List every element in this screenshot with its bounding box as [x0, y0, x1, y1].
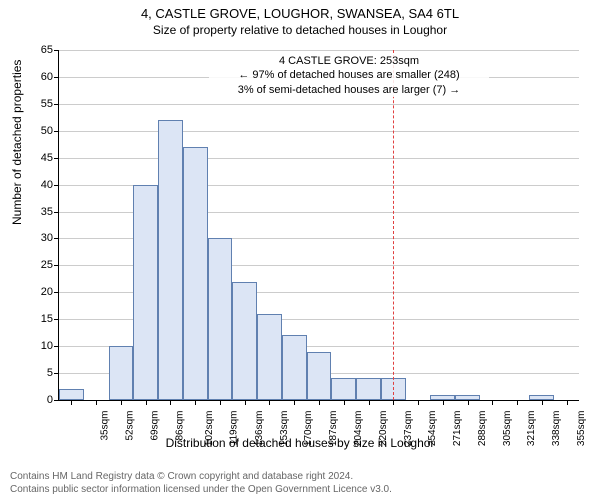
xtick-mark: [71, 400, 72, 405]
ytick-label: 25: [23, 259, 53, 271]
histogram-bar: [158, 120, 183, 400]
ytick-label: 60: [23, 71, 53, 83]
footer-line-1: Contains HM Land Registry data © Crown c…: [10, 470, 392, 483]
xtick-mark: [418, 400, 419, 405]
plot-region: 0510152025303540455055606535sqm52sqm69sq…: [58, 50, 579, 401]
ytick-mark: [54, 104, 59, 105]
ytick-mark: [54, 50, 59, 51]
ytick-label: 50: [23, 125, 53, 137]
gridline: [59, 104, 579, 105]
xtick-mark: [195, 400, 196, 405]
ytick-mark: [54, 185, 59, 186]
xtick-mark: [220, 400, 221, 405]
histogram-bar: [133, 185, 158, 400]
annotation-line: 3% of semi-detached houses are larger (7…: [209, 83, 489, 97]
xtick-mark: [567, 400, 568, 405]
xtick-mark: [319, 400, 320, 405]
xtick-mark: [542, 400, 543, 405]
annotation-line: 4 CASTLE GROVE: 253sqm: [209, 54, 489, 68]
xtick-mark: [369, 400, 370, 405]
annotation-box: 4 CASTLE GROVE: 253sqm← 97% of detached …: [209, 54, 489, 97]
xtick-mark: [121, 400, 122, 405]
annotation-line: ← 97% of detached houses are smaller (24…: [209, 68, 489, 82]
xtick-mark: [170, 400, 171, 405]
gridline: [59, 50, 579, 51]
ytick-mark: [54, 400, 59, 401]
ytick-label: 10: [23, 340, 53, 352]
gridline: [59, 158, 579, 159]
y-axis-label: Number of detached properties: [10, 60, 24, 225]
chart-title: 4, CASTLE GROVE, LOUGHOR, SWANSEA, SA4 6…: [0, 0, 600, 21]
gridline: [59, 131, 579, 132]
ytick-label: 0: [23, 394, 53, 406]
ytick-mark: [54, 238, 59, 239]
xtick-mark: [146, 400, 147, 405]
ytick-mark: [54, 265, 59, 266]
chart-container: 4, CASTLE GROVE, LOUGHOR, SWANSEA, SA4 6…: [0, 0, 600, 500]
histogram-bar: [208, 238, 233, 400]
ytick-mark: [54, 346, 59, 347]
ytick-mark: [54, 77, 59, 78]
histogram-bar: [257, 314, 282, 400]
histogram-bar: [59, 389, 84, 400]
chart-area: 0510152025303540455055606535sqm52sqm69sq…: [58, 50, 578, 400]
ytick-label: 40: [23, 179, 53, 191]
footer-attribution: Contains HM Land Registry data © Crown c…: [10, 470, 392, 496]
xtick-mark: [443, 400, 444, 405]
xtick-mark: [96, 400, 97, 405]
ytick-mark: [54, 131, 59, 132]
histogram-bar: [109, 346, 134, 400]
histogram-bar: [232, 282, 257, 400]
xtick-mark: [468, 400, 469, 405]
ytick-label: 45: [23, 152, 53, 164]
xtick-mark: [269, 400, 270, 405]
xtick-mark: [344, 400, 345, 405]
chart-subtitle: Size of property relative to detached ho…: [0, 21, 600, 37]
ytick-mark: [54, 319, 59, 320]
xtick-mark: [294, 400, 295, 405]
xtick-mark: [492, 400, 493, 405]
histogram-bar: [282, 335, 307, 400]
xtick-mark: [245, 400, 246, 405]
xtick-mark: [393, 400, 394, 405]
ytick-label: 55: [23, 98, 53, 110]
ytick-label: 35: [23, 206, 53, 218]
ytick-label: 65: [23, 44, 53, 56]
ytick-mark: [54, 212, 59, 213]
histogram-bar: [307, 352, 332, 400]
ytick-label: 5: [23, 367, 53, 379]
ytick-label: 20: [23, 286, 53, 298]
histogram-bar: [356, 378, 381, 400]
x-axis-label: Distribution of detached houses by size …: [0, 436, 600, 450]
histogram-bar: [183, 147, 208, 400]
ytick-mark: [54, 373, 59, 374]
ytick-label: 30: [23, 232, 53, 244]
ytick-mark: [54, 158, 59, 159]
footer-line-2: Contains public sector information licen…: [10, 483, 392, 496]
marker-line: [393, 50, 394, 400]
ytick-label: 15: [23, 313, 53, 325]
ytick-mark: [54, 292, 59, 293]
xtick-mark: [517, 400, 518, 405]
histogram-bar: [331, 378, 356, 400]
